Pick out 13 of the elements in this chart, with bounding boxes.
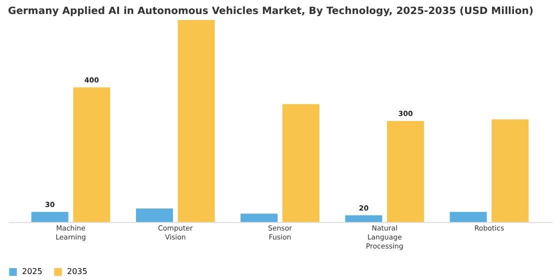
bar: [387, 121, 424, 222]
bar: [450, 212, 487, 222]
bar: [73, 87, 110, 222]
legend-label: 2035: [67, 267, 88, 276]
bar: [492, 119, 529, 222]
chart-title: Germany Applied AI in Autonomous Vehicles Market, By Technology, 2025-2035 (USD Million): [8, 6, 534, 17]
bar: [240, 214, 278, 222]
legend-label: 2025: [22, 267, 42, 276]
bar: [178, 20, 215, 222]
bar: [31, 212, 68, 222]
bar: [345, 215, 382, 222]
bar: [282, 104, 320, 222]
bar: [136, 208, 173, 222]
